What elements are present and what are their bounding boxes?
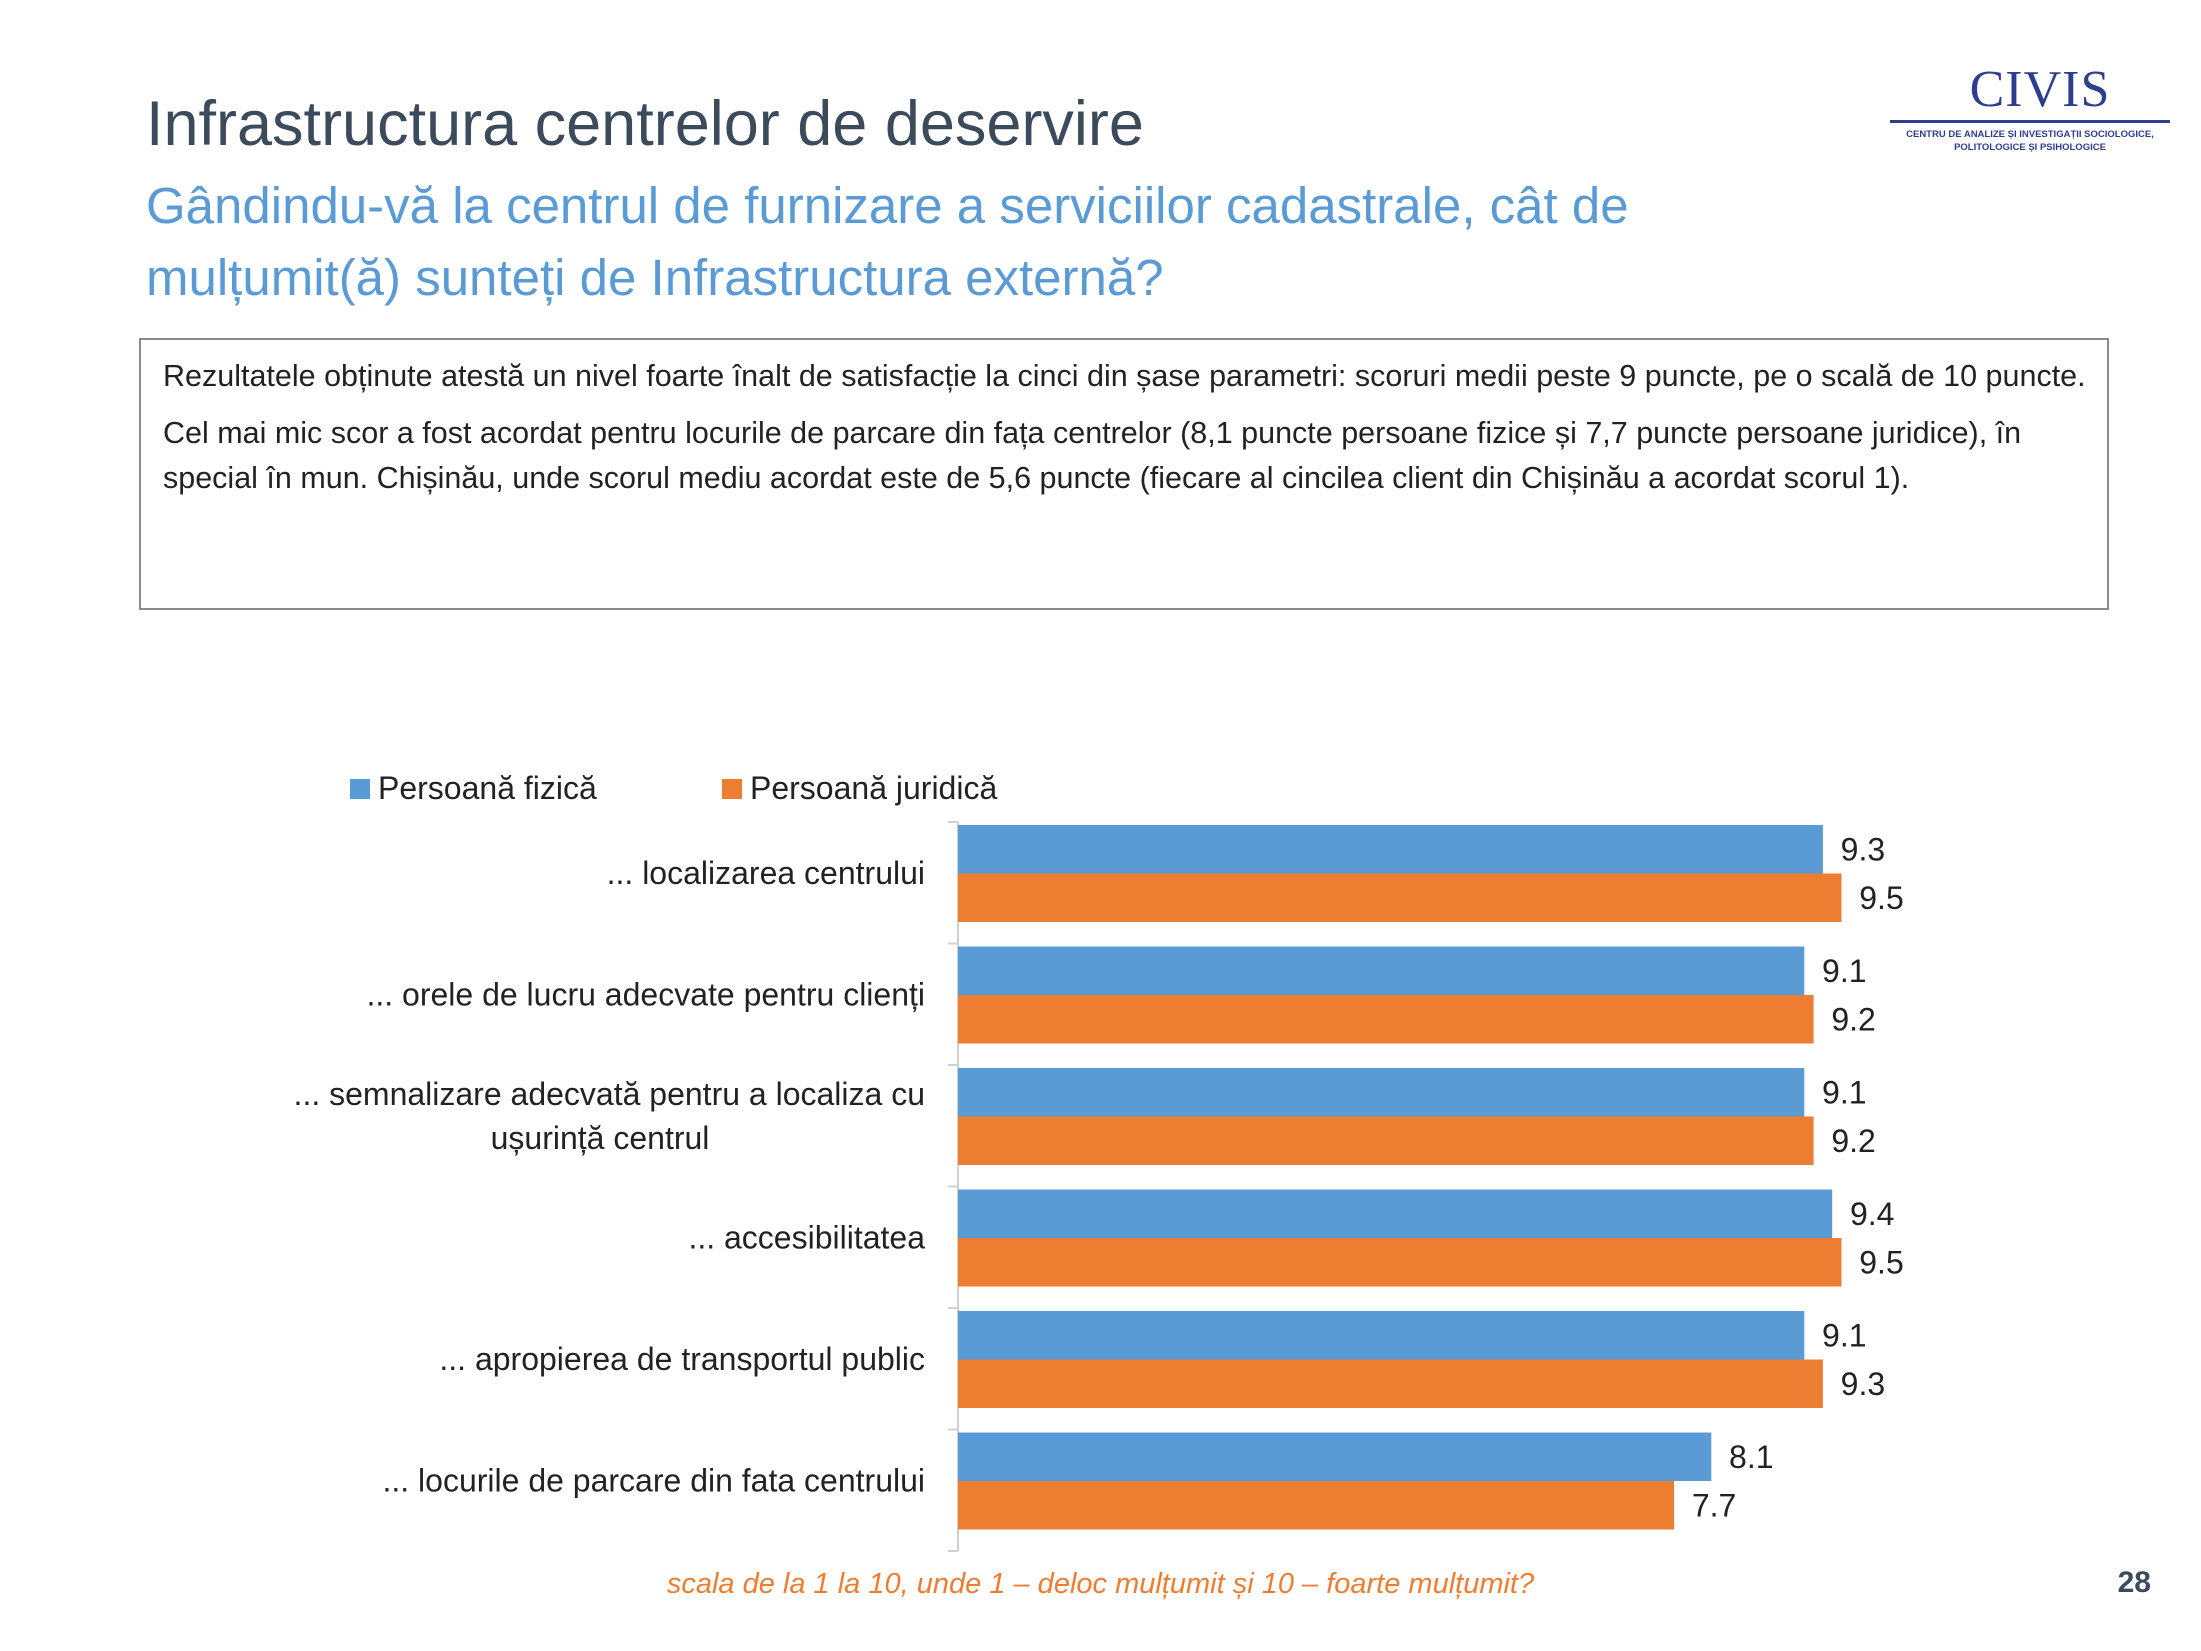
logo-rule: [1890, 120, 2170, 123]
bar: [958, 825, 1823, 874]
data-label: 9.2: [1831, 1123, 1875, 1159]
logo-wordmark: CIVIS: [1969, 61, 2111, 118]
logo-tagline-line-1: CENTRU DE ANALIZE ȘI INVESTIGAȚII SOCIOL…: [1906, 129, 2154, 140]
summary-box: Rezultatele obținute atestă un nivel foa…: [139, 338, 2109, 610]
bar: [958, 873, 1842, 922]
data-label: 9.2: [1831, 1001, 1875, 1037]
data-label: 9.1: [1822, 953, 1866, 989]
data-label: 9.1: [1822, 1074, 1866, 1110]
bar: [958, 1311, 1805, 1360]
slide-subtitle: Gândindu-vă la centrul de furnizare a se…: [146, 177, 1629, 306]
bar: [958, 1238, 1842, 1287]
data-label: 9.5: [1859, 880, 1903, 916]
category-label: ... orele de lucru adecvate pentru clien…: [366, 976, 925, 1012]
bar: [958, 1359, 1823, 1408]
logo-tagline-line-2: POLITOLOGICE ȘI PSIHOLOGICE: [1954, 142, 2106, 153]
bar: [958, 1432, 1712, 1481]
bar: [958, 1116, 1814, 1165]
data-label: 9.3: [1841, 831, 1885, 867]
category-label: ... semnalizare adecvată pentru a locali…: [294, 1076, 925, 1112]
data-label: 7.7: [1692, 1487, 1736, 1523]
summary-paragraph-2: Cel mai mic scor a fost acordat pentru l…: [163, 416, 2022, 495]
data-label: 9.3: [1841, 1366, 1885, 1402]
data-label: 9.4: [1850, 1196, 1894, 1232]
data-label: 8.1: [1729, 1439, 1773, 1475]
category-label: ... localizarea centrului: [607, 855, 925, 891]
data-label: 9.1: [1822, 1317, 1866, 1353]
legend-label-fizica: Persoană fizică: [378, 770, 597, 806]
legend-label-juridica: Persoană juridică: [750, 770, 998, 806]
category-label: ... accesibilitatea: [688, 1219, 925, 1255]
category-label: ... locurile de parcare din fata centrul…: [382, 1462, 925, 1498]
category-label: ușurință centrul: [491, 1120, 710, 1156]
data-label: 9.5: [1859, 1244, 1903, 1280]
legend-item-persoana-juridica: Persoană juridică: [722, 770, 997, 807]
bar: [958, 1189, 1833, 1238]
bar: [958, 1068, 1805, 1117]
bar: [958, 1481, 1675, 1530]
legend-swatch-fizica: [350, 778, 370, 799]
summary-paragraph-1: Rezultatele obținute atestă un nivel foa…: [163, 359, 2086, 393]
logo-tagline: CENTRU DE ANALIZE ȘI INVESTIGAȚII SOCIOL…: [1890, 128, 2170, 154]
chart-footnote: scala de la 1 la 10, unde 1 – deloc mulț…: [666, 1568, 1535, 1600]
bar: [958, 995, 1814, 1044]
slide-title: Infrastructura centrelor de deservire: [146, 89, 1144, 159]
legend-swatch-juridica: [722, 778, 742, 799]
civis-logo: CIVIS CENTRU DE ANALIZE ȘI INVESTIGAȚII …: [1890, 60, 2170, 165]
page-number: 28: [2117, 1566, 2151, 1599]
bar: [958, 946, 1805, 995]
legend-item-persoana-fizica: Persoană fizică: [350, 770, 597, 807]
category-label: ... apropierea de transportul public: [439, 1341, 925, 1377]
